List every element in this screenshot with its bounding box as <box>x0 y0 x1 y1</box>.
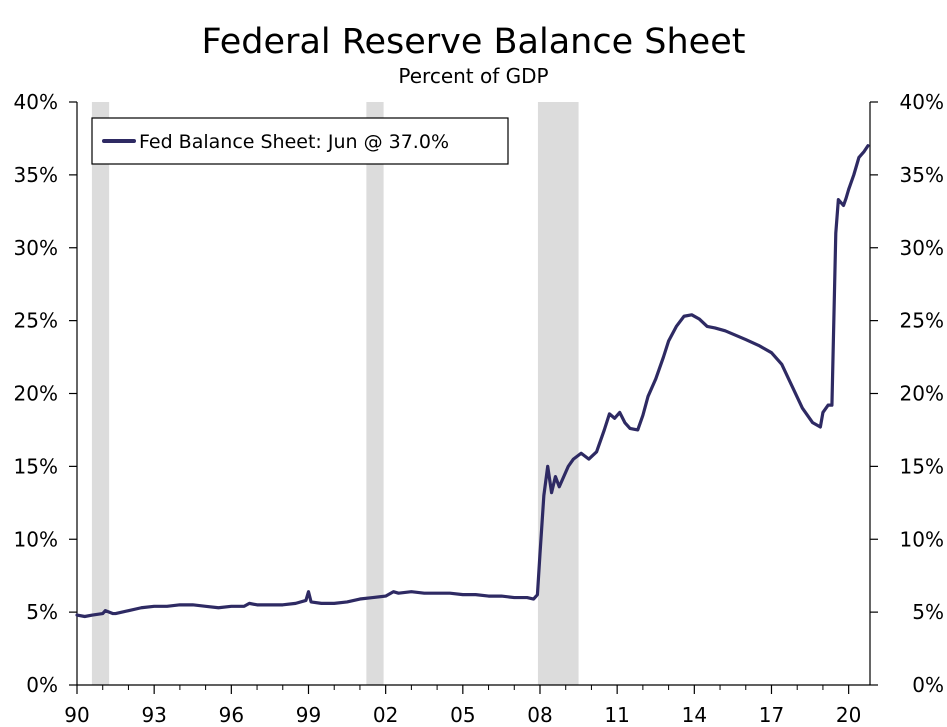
chart-subtitle: Percent of GDP <box>398 64 549 88</box>
series-line-0 <box>75 144 870 619</box>
legend: Fed Balance Sheet: Jun @ 37.0% <box>91 117 509 165</box>
x-tick-label: 99 <box>296 703 321 727</box>
y-tick-label-left: 35% <box>14 163 58 187</box>
y-tick-label-right: 15% <box>900 454 944 478</box>
y-tick-label-left: 5% <box>26 600 58 624</box>
x-tick-label: 08 <box>527 703 552 727</box>
x-tick-label: 14 <box>682 703 707 727</box>
y-tick-label-right: 10% <box>900 527 944 551</box>
y-tick-label-right: 0% <box>912 673 944 697</box>
x-tick-label: 02 <box>373 703 398 727</box>
axes: 0% 0% 5% 5% 10% 10% 15% 15% 20% 20% 25% 25% 30% 30% 35… <box>14 90 944 727</box>
y-tick-label-left: 15% <box>14 454 58 478</box>
x-tick-label: 90 <box>64 703 89 727</box>
x-tick-label: 20 <box>836 703 861 727</box>
x-tick-label: 11 <box>604 703 629 727</box>
y-tick-label-right: 5% <box>912 600 944 624</box>
series-lines <box>75 144 870 619</box>
x-tick-label: 05 <box>450 703 475 727</box>
chart-title: Federal Reserve Balance Sheet <box>201 22 746 62</box>
recession-band-1 <box>366 102 384 685</box>
y-tick-label-left: 25% <box>14 309 58 333</box>
y-tick-label-right: 40% <box>900 90 944 114</box>
x-tick-label: 17 <box>759 703 784 727</box>
y-tick-label-right: 35% <box>900 163 944 187</box>
y-tick-label-left: 10% <box>14 527 58 551</box>
recession-band-0 <box>91 102 110 685</box>
x-tick-label: 93 <box>141 703 166 727</box>
x-tick-label: 96 <box>219 703 244 727</box>
recession-band-2 <box>537 102 579 685</box>
y-tick-label-left: 40% <box>14 90 58 114</box>
y-tick-label-right: 20% <box>900 382 944 406</box>
legend-label: Fed Balance Sheet: Jun @ 37.0% <box>139 131 449 153</box>
y-tick-label-left: 30% <box>14 236 58 260</box>
legend-box <box>91 117 509 165</box>
y-tick-label-left: 0% <box>26 673 58 697</box>
y-tick-label-right: 25% <box>900 309 944 333</box>
y-tick-label-left: 20% <box>14 382 58 406</box>
y-tick-label-right: 30% <box>900 236 944 260</box>
recession-bands <box>91 102 579 685</box>
